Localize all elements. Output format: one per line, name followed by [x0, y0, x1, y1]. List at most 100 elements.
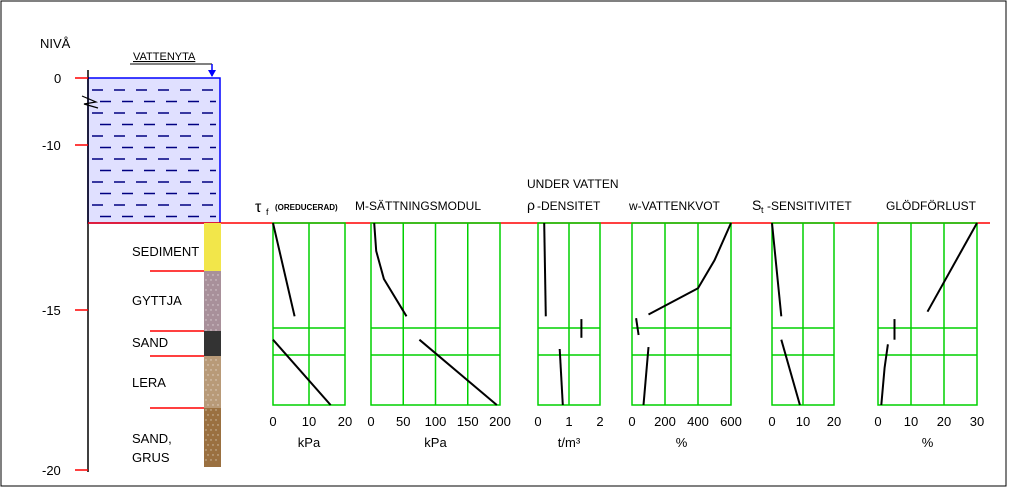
hatch-dot: [215, 409, 217, 411]
hatch-dot: [207, 384, 209, 386]
panel-m-unit: kPa: [424, 435, 447, 450]
hatch-dot: [207, 304, 209, 306]
hatch-dot: [215, 309, 217, 311]
hatch-dot: [217, 394, 219, 396]
hatch-dot: [215, 329, 217, 331]
hatch-dot: [205, 429, 207, 431]
panel-st-tick-label: 10: [796, 414, 810, 429]
hatch-dot: [210, 399, 212, 401]
layer-sand-grus-fill: [204, 408, 221, 467]
hatch-dot: [217, 314, 219, 316]
panel-w-profile-line: [648, 222, 732, 316]
panel-gl-tick-label: 10: [904, 414, 918, 429]
layer-label-sand-grus-2: GRUS: [132, 450, 170, 465]
hatch-dot: [205, 289, 207, 291]
hatch-dot: [207, 424, 209, 426]
panel-tau-profile-line: [272, 339, 332, 406]
hatch-dot: [210, 379, 212, 381]
panel-rho-unit: t/m³: [558, 435, 581, 450]
niva-label: NIVÅ: [40, 36, 71, 51]
hatch-dot: [207, 444, 209, 446]
hatch-dot: [207, 404, 209, 406]
hatch-dot: [217, 384, 219, 386]
layer-label-sand-grus-1: SAND,: [132, 431, 172, 446]
layer-label-lera: LERA: [132, 375, 166, 390]
hatch-dot: [205, 309, 207, 311]
hatch-dot: [212, 374, 214, 376]
hatch-dot: [217, 424, 219, 426]
panel-m-tick-label: 200: [489, 414, 511, 429]
hatch-dot: [212, 364, 214, 366]
panel-m-profile-line: [418, 338, 498, 406]
hatch-dot: [207, 454, 209, 456]
panel-st-tick-label: 20: [827, 414, 841, 429]
panel-gl-unit: %: [922, 435, 934, 450]
hatch-dot: [210, 449, 212, 451]
hatch-dot: [207, 314, 209, 316]
panel-w-profile-line: [642, 347, 650, 406]
hatch-dot: [217, 284, 219, 286]
hatch-dot: [205, 379, 207, 381]
level-label-10: -10: [42, 138, 61, 153]
hatch-dot: [217, 294, 219, 296]
hatch-dot: [205, 419, 207, 421]
panel-tau-unit: kPa: [298, 435, 321, 450]
hatch-dot: [212, 394, 214, 396]
panel-w-tick-label: 400: [687, 414, 709, 429]
hatch-dot: [215, 279, 217, 281]
hatch-dot: [217, 274, 219, 276]
hatch-dot: [210, 309, 212, 311]
water-body: [87, 77, 221, 224]
layer-gyttja-fill: [204, 271, 221, 331]
layer-sand-fill: [204, 331, 221, 356]
panel-gl-tick-label: 20: [937, 414, 951, 429]
w-title: w-VATTENKVOT: [628, 199, 721, 213]
panel-gl: 0 10 20 30%: [874, 222, 984, 450]
panel-st: 0 10 20: [768, 222, 841, 429]
panel-st-tick-label: 0: [768, 414, 775, 429]
hatch-dot: [212, 444, 214, 446]
water-surface-arrowhead: [208, 70, 216, 77]
axis-break-mark: [81, 95, 99, 109]
hatch-dot: [207, 394, 209, 396]
hatch-dot: [212, 274, 214, 276]
hatch-dot: [210, 439, 212, 441]
hatch-dot: [210, 459, 212, 461]
hatch-dot: [205, 329, 207, 331]
panel-st-profile-line: [771, 222, 783, 317]
panel-w-profile-line: [635, 318, 640, 336]
hatch-dot: [212, 284, 214, 286]
layer-hatch-pattern: [205, 274, 219, 461]
hatch-dot: [217, 414, 219, 416]
panel-w: 0 200 400 600%: [628, 222, 742, 450]
hatch-dot: [217, 364, 219, 366]
hatch-dot: [215, 319, 217, 321]
panel-rho-profile-line: [543, 222, 547, 317]
layer-label-gyttja: GYTTJA: [132, 293, 182, 308]
hatch-dot: [207, 274, 209, 276]
panel-st-profile-line: [780, 339, 801, 406]
hatch-dot: [212, 314, 214, 316]
hatch-dot: [210, 369, 212, 371]
panel-rho-profile-line: [558, 348, 564, 406]
hatch-dot: [207, 434, 209, 436]
hatch-dot: [212, 384, 214, 386]
panel-m-tick-label: 100: [425, 414, 447, 429]
hatch-dot: [215, 389, 217, 391]
hatch-dot: [205, 459, 207, 461]
hatch-dot: [205, 389, 207, 391]
hatch-dot: [217, 454, 219, 456]
panel-rho-tick-label: 1: [565, 414, 572, 429]
hatch-dot: [205, 409, 207, 411]
hatch-dot: [215, 289, 217, 291]
hatch-dot: [210, 409, 212, 411]
hatch-dot: [205, 279, 207, 281]
panel-tau: 0 10 20 kPa: [269, 222, 352, 450]
hatch-dot: [215, 369, 217, 371]
panel-tau-tick-label: 10: [302, 414, 316, 429]
hatch-dot: [212, 424, 214, 426]
hatch-dot: [215, 379, 217, 381]
hatch-dot: [205, 299, 207, 301]
panel-tau-profile-line: [272, 222, 296, 317]
